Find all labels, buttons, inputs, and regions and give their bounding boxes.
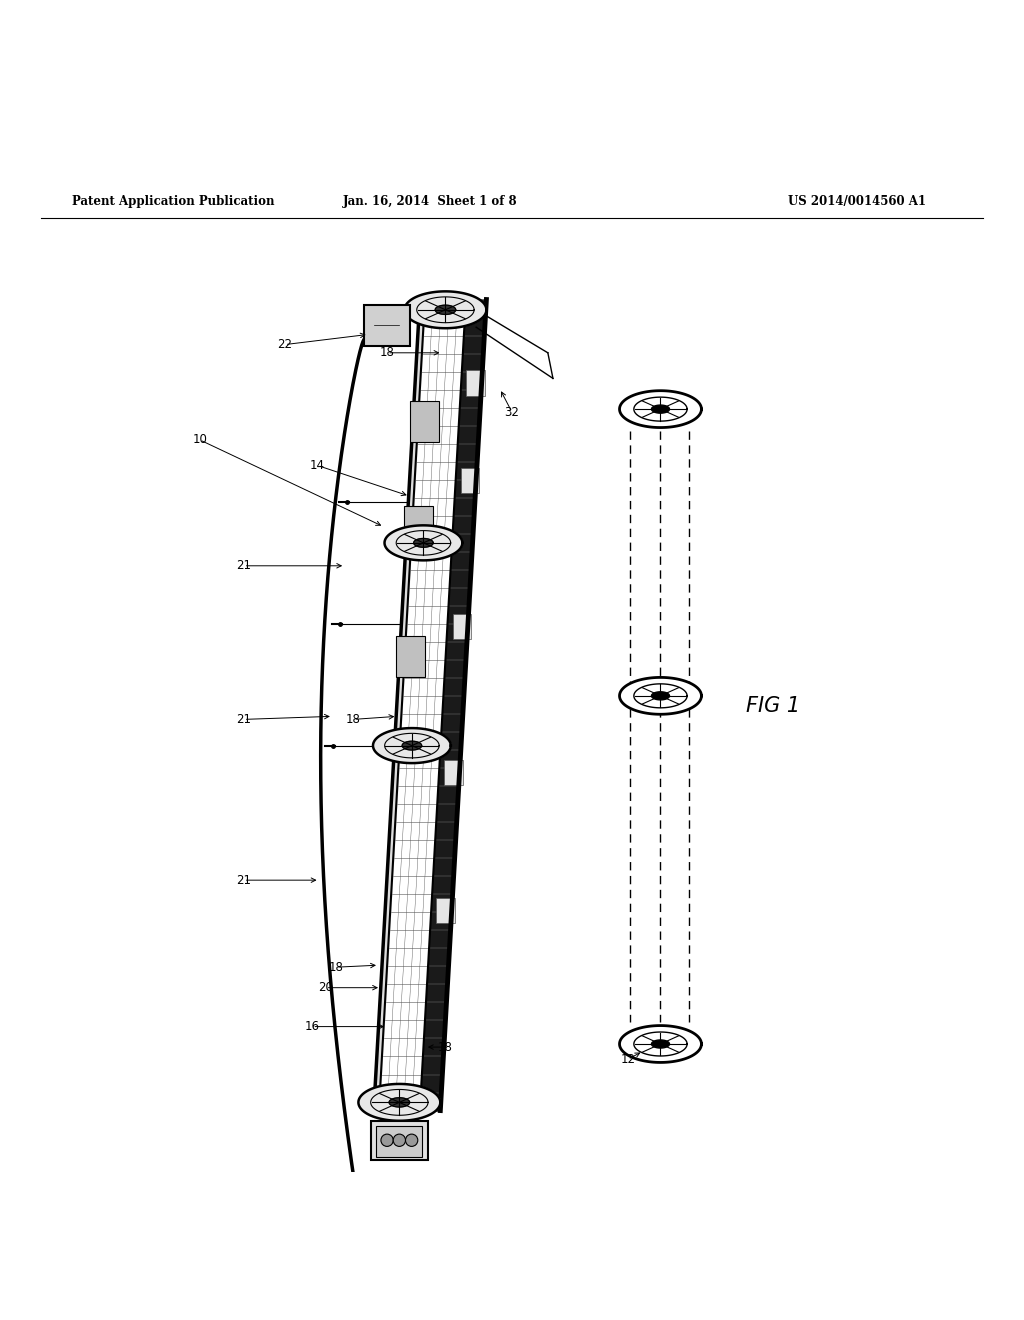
Bar (364, 305, 410, 346)
Text: 18: 18 (329, 961, 343, 974)
Text: 21: 21 (237, 713, 251, 726)
Bar (453, 614, 471, 639)
Polygon shape (435, 305, 456, 314)
Circle shape (406, 1134, 418, 1146)
Bar (436, 898, 455, 923)
Text: 21: 21 (237, 874, 251, 887)
Text: 32: 32 (505, 405, 519, 418)
Text: 20: 20 (318, 981, 333, 994)
Polygon shape (651, 1040, 670, 1048)
Text: FIG 1: FIG 1 (746, 696, 800, 715)
Bar (396, 636, 425, 677)
Polygon shape (620, 677, 701, 714)
Polygon shape (651, 692, 670, 700)
Bar (410, 401, 438, 442)
Text: 10: 10 (193, 433, 207, 446)
Bar (444, 760, 463, 785)
Polygon shape (620, 1026, 701, 1063)
Polygon shape (358, 1084, 440, 1121)
Polygon shape (389, 1098, 410, 1107)
Bar (377, 1126, 422, 1156)
Bar (461, 467, 479, 494)
Text: 18: 18 (346, 713, 360, 726)
Text: Patent Application Publication: Patent Application Publication (72, 195, 274, 207)
Polygon shape (402, 742, 422, 750)
Polygon shape (385, 525, 462, 561)
Circle shape (393, 1134, 406, 1146)
Bar (371, 1121, 428, 1160)
Text: 12: 12 (621, 1053, 635, 1065)
Bar (403, 506, 432, 546)
Polygon shape (620, 391, 701, 428)
Polygon shape (404, 292, 486, 329)
Circle shape (381, 1134, 393, 1146)
Text: US 2014/0014560 A1: US 2014/0014560 A1 (788, 195, 927, 207)
Polygon shape (414, 539, 433, 548)
Text: 18: 18 (380, 346, 394, 359)
Text: Jan. 16, 2014  Sheet 1 of 8: Jan. 16, 2014 Sheet 1 of 8 (343, 195, 517, 207)
Text: 14: 14 (310, 459, 325, 473)
Polygon shape (651, 405, 670, 413)
Text: 22: 22 (278, 338, 292, 351)
Text: 16: 16 (305, 1020, 319, 1034)
Bar (467, 371, 485, 396)
Polygon shape (373, 729, 451, 763)
Text: 18: 18 (438, 1040, 453, 1053)
Text: 21: 21 (237, 560, 251, 573)
